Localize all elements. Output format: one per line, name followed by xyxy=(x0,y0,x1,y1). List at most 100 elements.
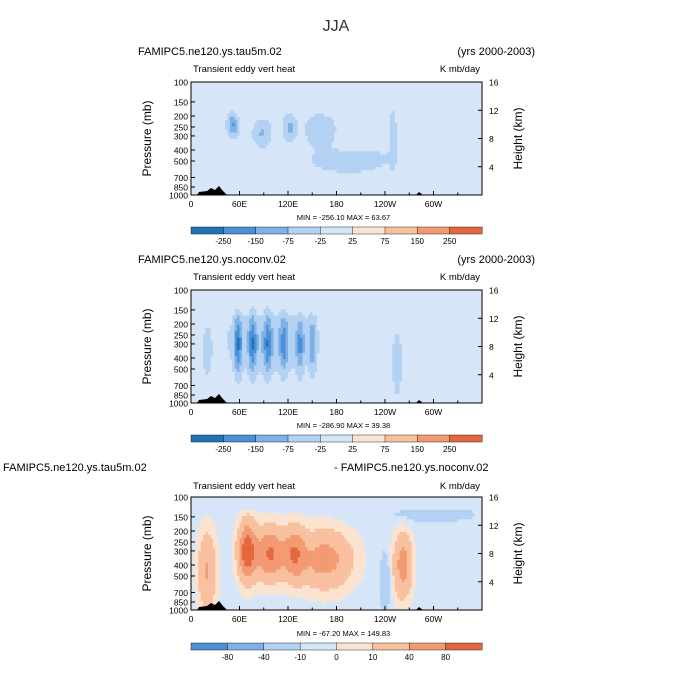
field-cell xyxy=(450,113,454,117)
field-cell xyxy=(212,185,216,190)
field-cell xyxy=(207,374,211,379)
field-cell xyxy=(224,399,228,404)
field-cell xyxy=(472,163,476,168)
colorbar-label: -150 xyxy=(248,237,265,246)
field-cell xyxy=(423,147,427,152)
field-cell xyxy=(455,166,459,171)
field-cell xyxy=(418,125,422,130)
field-cell xyxy=(191,163,194,168)
field-cell xyxy=(273,91,277,95)
field-cell xyxy=(324,97,328,102)
field-cell xyxy=(217,293,221,297)
field-cell xyxy=(414,157,417,161)
field-cell xyxy=(241,141,245,146)
field-cell xyxy=(207,173,211,177)
field-cell xyxy=(261,129,265,133)
field-cell xyxy=(329,85,332,89)
field-cell xyxy=(416,144,420,149)
field-cell xyxy=(387,141,391,146)
field-cell xyxy=(193,151,197,155)
field-cell xyxy=(358,173,362,177)
field-cell xyxy=(217,308,221,313)
field-cell xyxy=(222,188,226,193)
field-cell xyxy=(251,163,255,168)
field-cell xyxy=(234,94,238,98)
field-cell xyxy=(273,179,277,183)
field-cell xyxy=(295,138,298,142)
field-cell xyxy=(227,399,231,404)
field-cell xyxy=(397,94,400,98)
field-cell xyxy=(469,176,473,180)
field-cell xyxy=(304,191,308,196)
field-cell xyxy=(191,362,194,366)
field-cell xyxy=(212,302,216,306)
field-cell xyxy=(215,160,218,164)
field-cell xyxy=(460,182,463,186)
field-cell xyxy=(297,179,301,183)
field-cell xyxy=(237,160,240,164)
field-cell xyxy=(212,321,216,325)
field-cell xyxy=(205,352,209,357)
field-cell xyxy=(448,82,451,86)
field-cell xyxy=(191,390,194,394)
field-cell xyxy=(263,110,267,114)
field-cell xyxy=(382,85,386,89)
field-cell xyxy=(280,116,284,120)
field-cell xyxy=(423,176,427,180)
field-cell xyxy=(309,122,313,127)
field-cell xyxy=(448,160,451,164)
field-cell xyxy=(237,135,240,139)
field-cell xyxy=(443,154,446,158)
field-cell xyxy=(244,97,248,102)
field-cell xyxy=(191,169,194,174)
field-cell xyxy=(227,302,231,306)
field-cell xyxy=(207,151,211,155)
field-cell xyxy=(249,97,252,102)
field-cell xyxy=(220,113,223,117)
field-cell xyxy=(358,110,362,114)
field-cell xyxy=(227,293,231,297)
field-cell xyxy=(418,173,422,177)
field-cell xyxy=(263,138,267,142)
field-cell xyxy=(445,166,449,171)
field-cell xyxy=(404,163,408,168)
field-cell xyxy=(334,138,337,142)
field-cell xyxy=(372,110,376,114)
field-cell xyxy=(360,94,364,98)
field-cell xyxy=(234,135,238,139)
field-cell xyxy=(438,176,442,180)
field-cell xyxy=(462,185,466,190)
field-cell xyxy=(363,191,366,196)
field-cell xyxy=(207,377,211,382)
field-cell xyxy=(280,151,284,155)
field-cell xyxy=(397,88,400,92)
field-cell xyxy=(212,355,216,360)
field-cell xyxy=(452,122,456,127)
field-cell xyxy=(263,113,267,117)
field-cell xyxy=(467,151,471,155)
field-cell xyxy=(397,129,400,133)
field-cell xyxy=(377,151,381,155)
field-cell xyxy=(433,173,437,177)
field-cell xyxy=(438,166,442,171)
field-cell xyxy=(212,129,216,133)
field-cell xyxy=(462,166,466,171)
field-cell xyxy=(411,163,415,168)
field-cell xyxy=(229,147,233,152)
field-cell xyxy=(426,122,429,127)
field-cell xyxy=(309,154,313,158)
field-cell xyxy=(198,85,201,89)
field-cell xyxy=(443,129,446,133)
field-cell xyxy=(387,144,391,149)
field-cell xyxy=(351,85,354,89)
field-cell xyxy=(460,91,463,95)
field-cell xyxy=(275,188,279,193)
field-cell xyxy=(258,125,262,130)
field-cell xyxy=(397,135,400,139)
field-cell xyxy=(355,85,359,89)
field-cell xyxy=(324,169,328,174)
field-cell xyxy=(474,132,478,136)
field-cell xyxy=(271,91,274,95)
field-cell xyxy=(472,85,476,89)
field-cell xyxy=(399,85,403,89)
